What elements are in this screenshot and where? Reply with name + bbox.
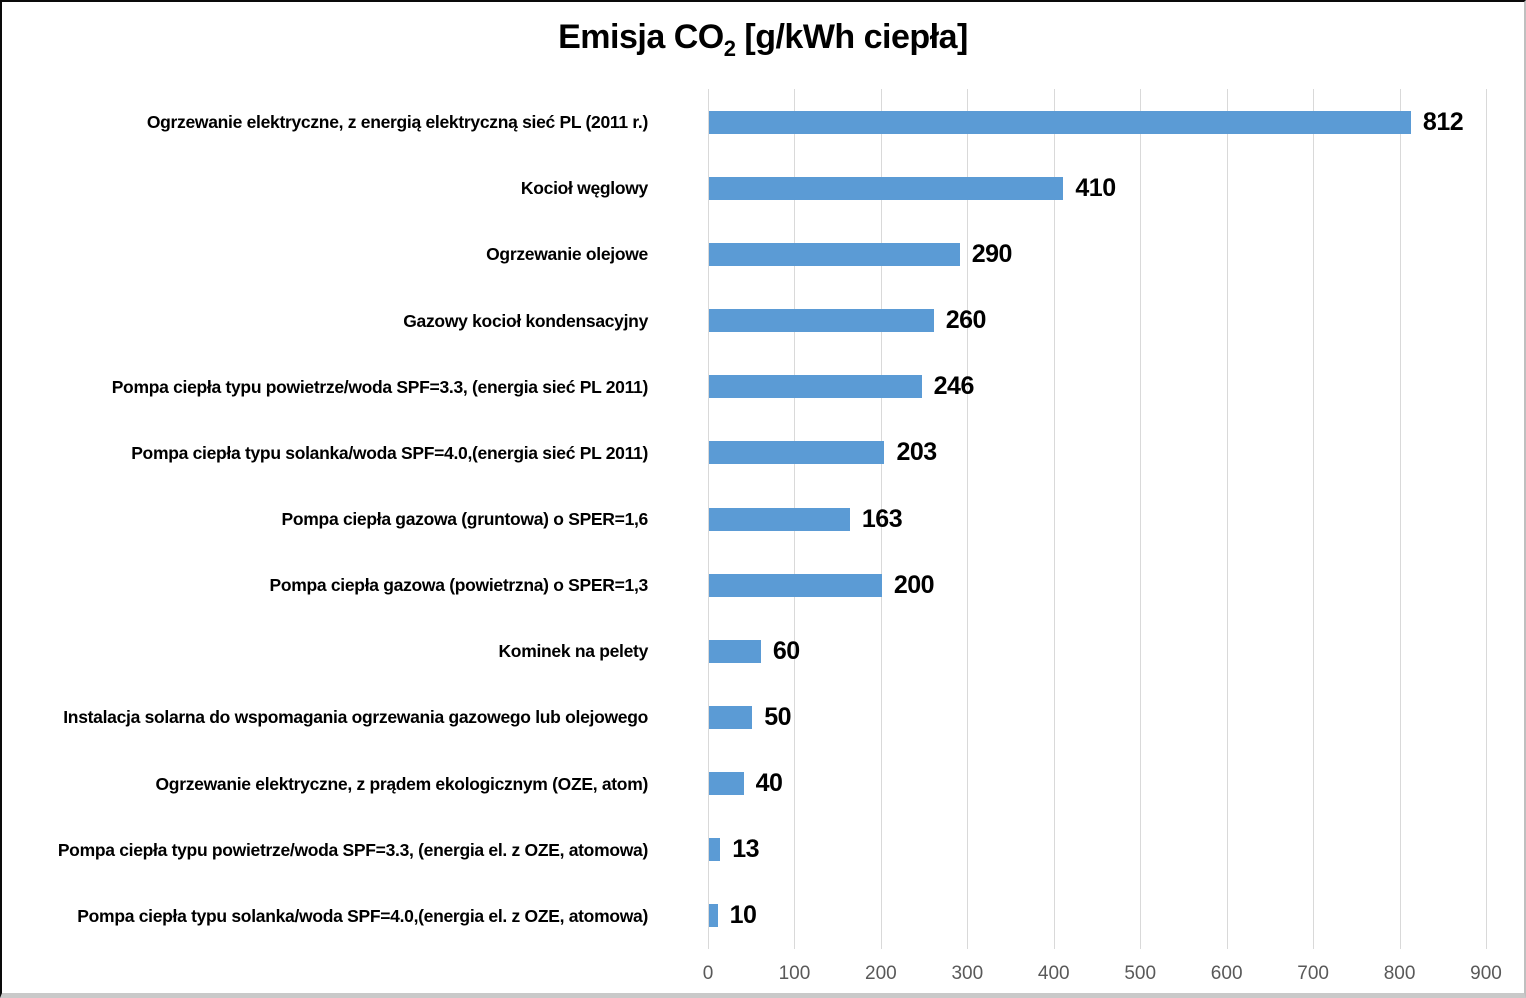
x-tick-label: 400 bbox=[1037, 963, 1070, 984]
category-label: Kominek na pelety bbox=[498, 641, 648, 662]
x-tick-label: 500 bbox=[1124, 963, 1157, 984]
x-tick-label: 700 bbox=[1297, 963, 1329, 984]
category-label: Pompa ciepła typu powietrze/woda SPF=3.3… bbox=[57, 839, 648, 860]
value-label: 200 bbox=[893, 570, 935, 599]
category-label: Ogrzewanie olejowe bbox=[486, 244, 648, 265]
gridline bbox=[1313, 89, 1315, 949]
category-label: Pompa ciepła gazowa (gruntowa) o SPER=1,… bbox=[281, 509, 649, 529]
value-label: 260 bbox=[945, 306, 987, 335]
chart-title-suffix: [g/kWh ciepła] bbox=[735, 18, 968, 56]
bar bbox=[709, 242, 960, 266]
value-label: 246 bbox=[933, 372, 975, 401]
value-label: 410 bbox=[1075, 173, 1116, 202]
value-label: 50 bbox=[764, 702, 792, 731]
category-label: Kocioł węglowy bbox=[520, 178, 648, 199]
category-label: Instalacja solarna do wspomagania ogrzew… bbox=[63, 707, 648, 728]
category-label: Ogrzewanie elektryczne, z prądem ekologi… bbox=[155, 773, 649, 794]
value-label: 60 bbox=[772, 636, 800, 665]
bar bbox=[709, 838, 721, 862]
x-tick-label: 600 bbox=[1210, 963, 1243, 984]
gridline bbox=[1399, 89, 1401, 949]
value-label: 203 bbox=[896, 438, 937, 467]
bar bbox=[709, 309, 934, 333]
gridline bbox=[708, 89, 709, 949]
x-tick-label: 0 bbox=[702, 963, 714, 984]
gridline bbox=[1486, 89, 1487, 949]
bar bbox=[709, 507, 850, 531]
x-tick-label: 900 bbox=[1470, 963, 1502, 984]
value-label: 290 bbox=[971, 239, 1013, 268]
category-label: Ogrzewanie elektryczne, z energią elektr… bbox=[146, 112, 648, 133]
bar bbox=[709, 639, 761, 663]
chart-title-prefix: Emisja CO bbox=[558, 18, 724, 56]
category-label: Pompa ciepła typu solanka/woda SPF=4.0,(… bbox=[131, 442, 648, 463]
value-label: 40 bbox=[755, 769, 783, 798]
chart-title: Emisja CO2 [g/kWh ciepła] bbox=[2, 18, 1524, 61]
value-label: 812 bbox=[1422, 107, 1464, 136]
value-label: 163 bbox=[861, 504, 903, 533]
category-label: Pompa ciepła gazowa (powietrzna) o SPER=… bbox=[269, 575, 648, 596]
value-label: 10 bbox=[729, 901, 757, 930]
x-tick-label: 100 bbox=[778, 963, 811, 984]
bar bbox=[709, 110, 1411, 134]
category-label: Pompa ciepła typu solanka/woda SPF=4.0,(… bbox=[77, 905, 648, 926]
chart-title-subscript: 2 bbox=[723, 36, 736, 61]
bar bbox=[709, 904, 718, 928]
gridline bbox=[1140, 89, 1142, 949]
bar bbox=[709, 176, 1064, 200]
plot-area: 0 100 200 300 400 500 600 700 800 900 Ogrzewanie e… bbox=[58, 89, 1502, 984]
category-label: Gazowy kocioł kondensacyjny bbox=[403, 310, 648, 331]
value-label: 13 bbox=[732, 835, 760, 864]
gridline bbox=[1053, 89, 1055, 949]
bar bbox=[709, 705, 753, 729]
gridline bbox=[1226, 89, 1228, 949]
x-tick-label: 800 bbox=[1383, 963, 1416, 984]
category-label: Pompa ciepła typu powietrze/woda SPF=3.3… bbox=[111, 376, 649, 397]
gridline bbox=[967, 89, 969, 949]
bar bbox=[709, 375, 922, 399]
x-tick-label: 300 bbox=[951, 963, 984, 984]
bar bbox=[709, 573, 882, 597]
bar bbox=[709, 772, 744, 796]
x-tick-label: 200 bbox=[865, 963, 897, 984]
bar bbox=[709, 441, 885, 465]
gridline bbox=[880, 89, 882, 949]
